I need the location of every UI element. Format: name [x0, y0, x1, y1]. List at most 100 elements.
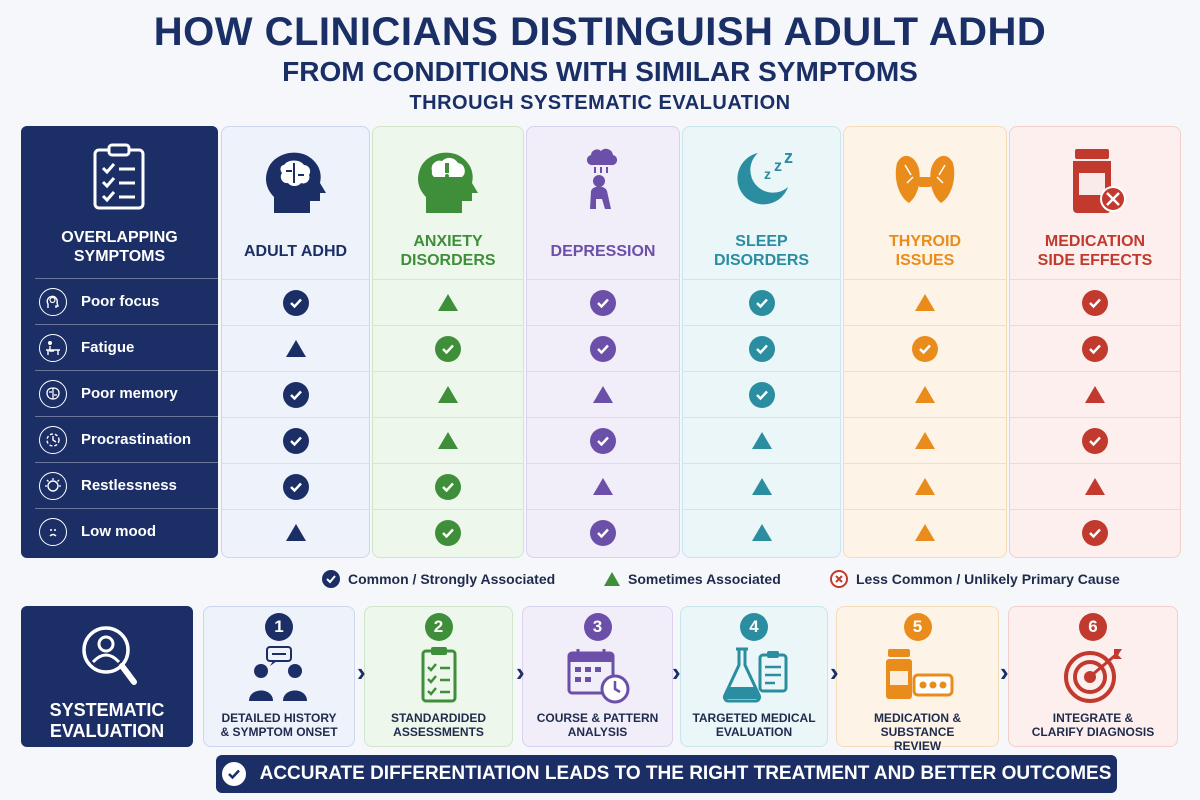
step-label: INTEGRATE & CLARIFY DIAGNOSIS — [1009, 711, 1177, 739]
overlapping-symptoms-panel: OVERLAPPING SYMPTOMS Poor focus Fatigue Po… — [21, 126, 218, 558]
clock-icon — [39, 425, 67, 454]
step-label-line1: COURSE & PATTERN — [536, 711, 659, 725]
check-icon — [1082, 289, 1108, 316]
legend-less-label: Less Common / Unlikely Primary Cause — [856, 571, 1120, 587]
step-label-line2: & SYMPTOM ONSET — [220, 725, 338, 739]
pills-icon — [837, 645, 998, 705]
brain-head-icon — [222, 143, 369, 219]
step-number-badge: 4 — [740, 613, 768, 641]
condition-column: THYROID ISSUES — [843, 126, 1007, 558]
triangle-icon — [751, 524, 772, 541]
check-icon — [1082, 519, 1108, 546]
condition-heading-line1: ANXIETY — [413, 233, 483, 250]
symptom-row: Low mood — [35, 508, 218, 554]
condition-column: z z z SLEEP DISORDERS — [682, 126, 841, 558]
legend-sometimes: Sometimes Associated — [604, 568, 781, 590]
matrix-cell — [222, 509, 369, 555]
svg-text:z: z — [774, 158, 782, 175]
calendar-clock-icon — [523, 645, 672, 705]
matrix-cell — [1010, 417, 1180, 463]
symptom-row: Poor memory — [35, 370, 218, 416]
matrix-cell — [222, 325, 369, 371]
step-label: TARGETED MEDICAL EVALUATION — [681, 711, 827, 739]
condition-heading-line1: DEPRESSION — [550, 242, 656, 260]
symptom-label: Fatigue — [81, 339, 135, 356]
chevron-right-icon: › — [672, 657, 681, 687]
condition-heading-line1: SLEEP — [735, 233, 788, 250]
triangle-icon — [915, 432, 935, 449]
evaluation-step: 3 COURSE & PATTERN ANALYSIS — [522, 606, 673, 747]
matrix-cell — [222, 417, 369, 463]
svg-text:z: z — [784, 147, 793, 167]
matrix-cell — [527, 417, 679, 463]
step-label-line2: ANALYSIS — [567, 725, 628, 739]
triangle-icon — [915, 294, 935, 311]
matrix-cell — [373, 463, 523, 509]
matrix-cell — [683, 509, 840, 555]
triangle-icon — [285, 340, 306, 357]
matrix-cell — [527, 279, 679, 325]
symptom-label: Low mood — [81, 523, 156, 540]
check-icon — [282, 473, 309, 500]
matrix-cell — [1010, 509, 1180, 555]
matrix-cell — [1010, 325, 1180, 371]
condition-column: ADULT ADHD — [221, 126, 370, 558]
triangle-icon — [1085, 478, 1105, 495]
symptom-label: Poor focus — [81, 293, 160, 310]
matrix-cell — [222, 371, 369, 417]
symptoms-panel-header: OVERLAPPING SYMPTOMS — [21, 126, 218, 278]
step-label: STANDARDIDED ASSESSMENTS — [365, 711, 512, 739]
check-icon — [590, 289, 616, 316]
symptom-row: Poor focus — [35, 278, 218, 324]
condition-heading-line1: ADULT ADHD — [243, 242, 348, 260]
chevron-right-icon: › — [1000, 657, 1009, 687]
step-number-badge: 2 — [424, 613, 453, 641]
matrix-cell — [844, 371, 1006, 417]
person-at-desk-icon — [39, 333, 67, 362]
matrix-cell — [683, 417, 840, 463]
triangle-icon — [593, 386, 613, 403]
triangle-icon — [438, 386, 458, 403]
matrix-cell — [683, 463, 840, 509]
target-icon — [1009, 645, 1177, 705]
triangle-icon — [1085, 386, 1105, 403]
symptoms-heading-line2: SYMPTOMS — [73, 248, 166, 265]
matrix-cell — [683, 325, 840, 371]
evaluation-step: 1 DETAILED HISTORY & SYMPTOM ONSET — [203, 606, 355, 747]
matrix-cell — [222, 279, 369, 325]
step-label-line2: EVALUATION — [715, 725, 793, 739]
check-icon — [590, 335, 616, 362]
matrix-cell — [527, 509, 679, 555]
step-label-line1: MEDICATION & SUBSTANCE — [873, 711, 962, 739]
x-mark-icon — [830, 570, 848, 588]
check-icon — [282, 381, 309, 408]
check-icon — [435, 519, 461, 546]
restless-head-icon — [39, 471, 67, 500]
triangle-icon — [593, 478, 613, 495]
brain-icon — [39, 379, 67, 408]
clipboard-icon — [365, 645, 512, 705]
condition-heading: ADULT ADHD — [222, 229, 369, 273]
clipboard-checklist-icon — [93, 143, 145, 210]
matrix-cell — [844, 279, 1006, 325]
matrix-cell — [683, 371, 840, 417]
legend-sometimes-label: Sometimes Associated — [628, 571, 781, 587]
triangle-icon — [604, 572, 620, 586]
magnifier-person-icon — [82, 626, 137, 685]
condition-heading: THYROID ISSUES — [844, 229, 1006, 273]
check-icon — [1082, 427, 1108, 454]
sad-person-cloud-icon — [527, 143, 679, 219]
condition-heading-line1: MEDICATION — [1044, 233, 1146, 250]
conclusion-banner: ACCURATE DIFFERENTIATION LEADS TO THE RI… — [216, 755, 1117, 793]
check-icon — [435, 473, 461, 500]
condition-column: ANXIETY DISORDERS — [372, 126, 524, 558]
condition-heading: SLEEP DISORDERS — [683, 229, 840, 273]
symptom-row: Procrastination — [35, 416, 218, 462]
condition-heading-line2: SIDE EFFECTS — [1037, 252, 1153, 269]
triangle-icon — [285, 524, 306, 541]
page-title: HOW CLINICIANS DISTINGUISH ADULT ADHD — [153, 10, 1047, 54]
evaluation-heading-line1: SYSTEMATIC — [49, 700, 165, 720]
pill-bottle-icon — [1010, 143, 1180, 219]
page-subtitle: FROM CONDITIONS WITH SIMILAR SYMPTOMS — [282, 56, 918, 87]
condition-column: DEPRESSION — [526, 126, 680, 558]
